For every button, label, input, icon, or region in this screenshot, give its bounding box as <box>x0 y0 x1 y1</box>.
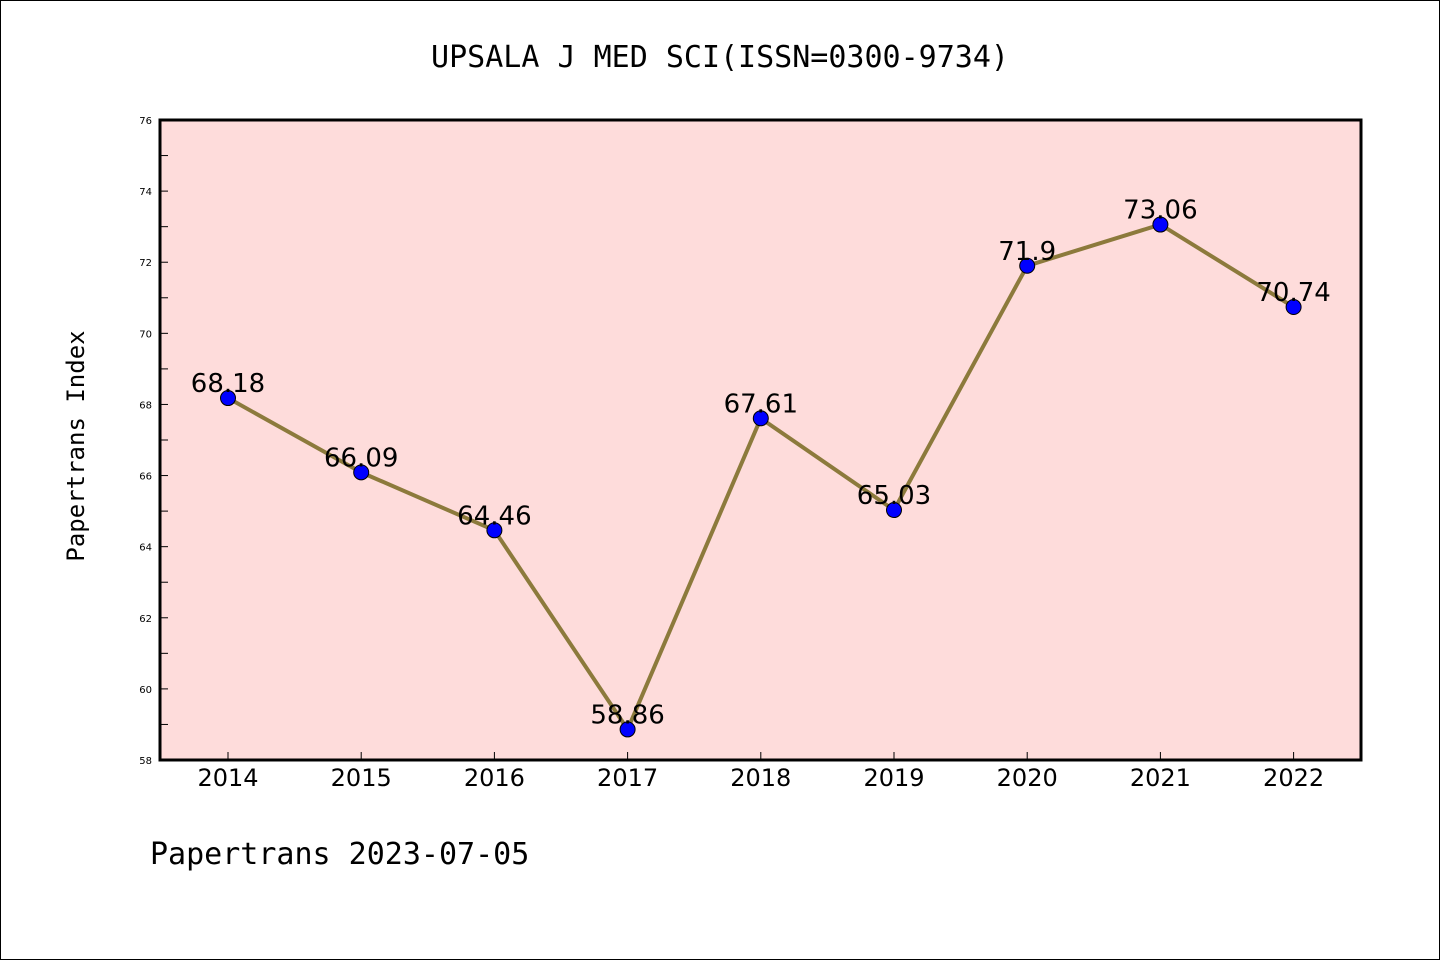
data-point-marker <box>1152 216 1169 233</box>
data-point-marker <box>220 390 236 407</box>
y-tick-label: 66 <box>139 472 152 483</box>
y-tick-label: 76 <box>139 116 152 127</box>
data-label: 68.18 <box>191 369 265 399</box>
data-point-marker <box>752 410 769 427</box>
x-tick-label: 2015 <box>331 764 392 792</box>
y-tick-label: 60 <box>139 685 152 696</box>
data-point-marker <box>1019 257 1036 274</box>
footer-credit: Papertrans 2023-07-05 <box>150 837 529 872</box>
series-markers <box>220 216 1302 738</box>
y-tick-label: 58 <box>139 756 152 767</box>
x-tick-label: 2014 <box>197 764 258 792</box>
chart-title: UPSALA J MED SCI(ISSN=0300-9734) <box>431 40 1009 75</box>
data-label: 64.46 <box>457 501 531 531</box>
y-tick-label: 68 <box>139 400 152 411</box>
x-tick-label: 2017 <box>597 764 658 792</box>
data-label: 66.09 <box>324 443 398 473</box>
y-axis-label: Papertrans Index <box>62 330 90 561</box>
data-label: 58.86 <box>590 700 664 730</box>
data-point-marker <box>1285 299 1302 316</box>
y-tick-label: 64 <box>139 543 152 554</box>
data-label: 70.74 <box>1256 278 1330 308</box>
data-point-marker <box>353 464 370 481</box>
y-tick-label: 62 <box>139 614 152 625</box>
y-axis-ticks: 58 60 62 64 66 68 70 72 74 76 <box>139 116 168 767</box>
y-tick-label: 74 <box>139 187 152 198</box>
data-label: 71.9 <box>998 237 1056 267</box>
data-point-marker <box>486 522 503 539</box>
data-label: 67.61 <box>724 389 798 419</box>
x-tick-label: 2021 <box>1130 764 1191 792</box>
x-tick-label: 2016 <box>464 764 525 792</box>
data-labels: 68.18 66.09 64.46 58.86 67.61 65.03 71.9 73.06 7… <box>191 196 1331 731</box>
y-tick-label: 72 <box>139 258 152 269</box>
data-label: 73.06 <box>1123 196 1197 226</box>
x-tick-label: 2019 <box>863 764 924 792</box>
data-point-marker <box>886 502 902 519</box>
data-point-marker <box>619 721 636 738</box>
x-axis-ticks: 2014 2015 2016 2017 2018 2019 2020 2021 2022 <box>197 752 1324 792</box>
x-tick-label: 2022 <box>1263 764 1324 792</box>
x-tick-label: 2018 <box>730 764 791 792</box>
y-tick-label: 70 <box>139 329 152 340</box>
x-tick-label: 2020 <box>997 764 1058 792</box>
data-label: 65.03 <box>857 481 931 511</box>
